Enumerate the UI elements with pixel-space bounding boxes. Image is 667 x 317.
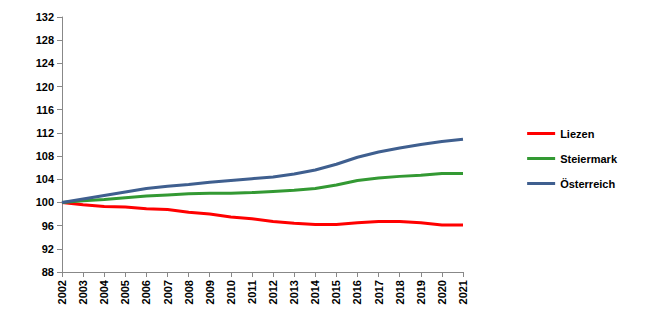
svg-text:92: 92: [42, 243, 54, 255]
svg-text:2014: 2014: [309, 279, 321, 304]
svg-text:2009: 2009: [204, 280, 216, 304]
svg-text:2018: 2018: [394, 280, 406, 304]
svg-text:2008: 2008: [183, 280, 195, 304]
svg-text:112: 112: [36, 127, 54, 139]
svg-text:120: 120: [36, 81, 54, 93]
svg-text:108: 108: [36, 150, 54, 162]
svg-text:2011: 2011: [246, 280, 258, 304]
svg-text:2005: 2005: [119, 280, 131, 304]
svg-text:2006: 2006: [140, 280, 152, 304]
svg-text:132: 132: [36, 11, 54, 23]
svg-text:128: 128: [36, 34, 54, 46]
svg-text:2007: 2007: [162, 280, 174, 304]
svg-text:96: 96: [42, 220, 54, 232]
svg-text:2002: 2002: [56, 280, 68, 304]
svg-text:2021: 2021: [457, 280, 469, 304]
svg-text:2016: 2016: [351, 280, 363, 304]
svg-text:Steiermark: Steiermark: [560, 153, 618, 165]
svg-text:2003: 2003: [77, 280, 89, 304]
svg-text:2020: 2020: [436, 280, 448, 304]
svg-text:124: 124: [36, 57, 55, 69]
svg-text:88: 88: [42, 266, 54, 278]
svg-text:Österreich: Österreich: [560, 178, 615, 190]
svg-text:Liezen: Liezen: [560, 128, 595, 140]
svg-text:2012: 2012: [267, 280, 279, 304]
svg-text:2015: 2015: [330, 280, 342, 304]
svg-text:2004: 2004: [98, 279, 110, 304]
svg-text:116: 116: [36, 104, 54, 116]
svg-text:2013: 2013: [288, 280, 300, 304]
svg-text:2017: 2017: [373, 280, 385, 304]
svg-text:104: 104: [36, 173, 55, 185]
svg-text:2010: 2010: [225, 280, 237, 304]
svg-text:100: 100: [36, 196, 54, 208]
svg-text:2019: 2019: [415, 280, 427, 304]
